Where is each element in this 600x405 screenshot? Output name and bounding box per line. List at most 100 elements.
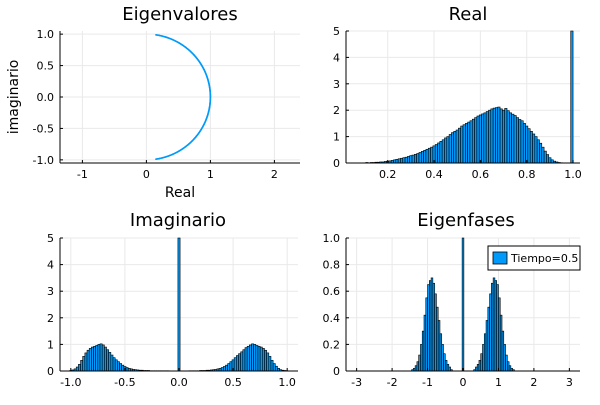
legend-label: Tiempo=0.5 — [510, 252, 578, 265]
imag-bar — [102, 345, 104, 371]
imag-bar — [115, 360, 117, 371]
imag-bar — [247, 346, 249, 371]
real-bar — [498, 107, 500, 163]
y-tick-label: 3 — [47, 285, 54, 298]
eigenvalores-title: Eigenvalores — [122, 4, 237, 25]
x-tick-label: 1.0 — [564, 168, 582, 181]
real-bar — [451, 133, 453, 163]
imag-bar — [89, 348, 91, 371]
x-tick-label: 0.6 — [472, 168, 490, 181]
real-bar — [405, 157, 407, 163]
y-tick-label: 0.6 — [323, 285, 341, 298]
real-bar — [472, 119, 474, 163]
real-bar — [461, 126, 463, 163]
imag-bar — [91, 347, 93, 371]
y-tick-label: -0.5 — [33, 122, 54, 135]
y-tick-label: 4 — [333, 51, 340, 64]
real-bar — [484, 113, 486, 163]
imag-bar — [78, 364, 80, 371]
real-bar — [410, 156, 412, 163]
real-bar — [523, 123, 525, 163]
x-tick-label: 0.2 — [379, 168, 397, 181]
imag-bar — [87, 350, 89, 371]
imag-bar — [83, 356, 85, 371]
imag-bar — [104, 347, 106, 371]
real-bar — [447, 137, 449, 163]
real-marks — [366, 31, 573, 163]
real-bar — [396, 159, 398, 163]
real-bar — [424, 150, 426, 163]
eigenfases-title: Eigenfases — [417, 210, 514, 231]
real-bar — [449, 134, 451, 163]
y-tick-label: 0 — [333, 365, 340, 378]
real-bar — [544, 151, 546, 163]
real-bar — [438, 143, 440, 163]
imag-bar — [117, 362, 119, 371]
eigenvalores-ylabel: imaginario — [6, 60, 22, 135]
real-bar — [542, 147, 544, 163]
real-bar — [428, 148, 430, 163]
real-bar — [521, 121, 523, 163]
real-bar — [398, 159, 400, 163]
imag-bar — [122, 365, 124, 371]
eigenvalores-xlabel: Real — [165, 185, 195, 201]
real-bar — [530, 131, 532, 163]
x-tick-label: -2 — [387, 376, 398, 389]
real-bar — [539, 143, 541, 163]
real-bar — [486, 112, 488, 163]
y-tick-label: 2 — [333, 104, 340, 117]
real-bar — [468, 122, 470, 163]
y-tick-label: 5 — [47, 232, 54, 245]
imag-bar — [98, 344, 100, 371]
real-bar — [458, 128, 460, 163]
legend: Tiempo=0.5 — [488, 246, 580, 270]
imag-bar — [256, 345, 258, 371]
y-tick-label: 1.0 — [37, 28, 55, 41]
imag-bar — [94, 346, 96, 371]
imag-bar — [239, 354, 241, 371]
y-tick-label: 1 — [47, 338, 54, 351]
real-bar — [514, 115, 516, 163]
real-bar — [507, 111, 509, 163]
imag-bar — [258, 346, 260, 371]
imag-bar — [236, 356, 238, 371]
x-tick-label: 1.0 — [278, 376, 296, 389]
x-tick-label: 0 — [460, 376, 467, 389]
y-tick-label: 1 — [333, 131, 340, 144]
y-tick-label: 0.8 — [323, 259, 341, 272]
imag-bar — [262, 348, 264, 371]
imag-bar — [107, 350, 109, 371]
y-tick-label: 2 — [47, 312, 54, 325]
imag-bar — [251, 344, 253, 371]
imag-bar — [264, 350, 266, 371]
x-tick-label: -1 — [77, 168, 88, 181]
x-tick-label: -0.5 — [114, 376, 135, 389]
imag-bar — [230, 362, 232, 371]
imag-marks — [70, 238, 289, 371]
y-tick-label: 4 — [47, 259, 54, 272]
imag-bar — [267, 353, 269, 371]
real-bar — [516, 118, 518, 163]
real-bar — [495, 108, 497, 163]
real-bar — [456, 130, 458, 163]
imag-bar — [260, 347, 262, 371]
real-bar — [444, 138, 446, 163]
x-tick-label: 0.4 — [425, 168, 443, 181]
x-tick-label: 0.5 — [224, 376, 242, 389]
real-bar — [442, 140, 444, 163]
real-title: Real — [449, 4, 488, 25]
imag-bar — [223, 366, 225, 371]
real-bar — [412, 155, 414, 163]
real-bar — [509, 113, 511, 163]
imag-bar — [271, 360, 273, 371]
real-bar — [537, 140, 539, 163]
real-bar — [549, 158, 551, 163]
real-bar — [535, 137, 537, 163]
imag-bar — [241, 352, 243, 371]
